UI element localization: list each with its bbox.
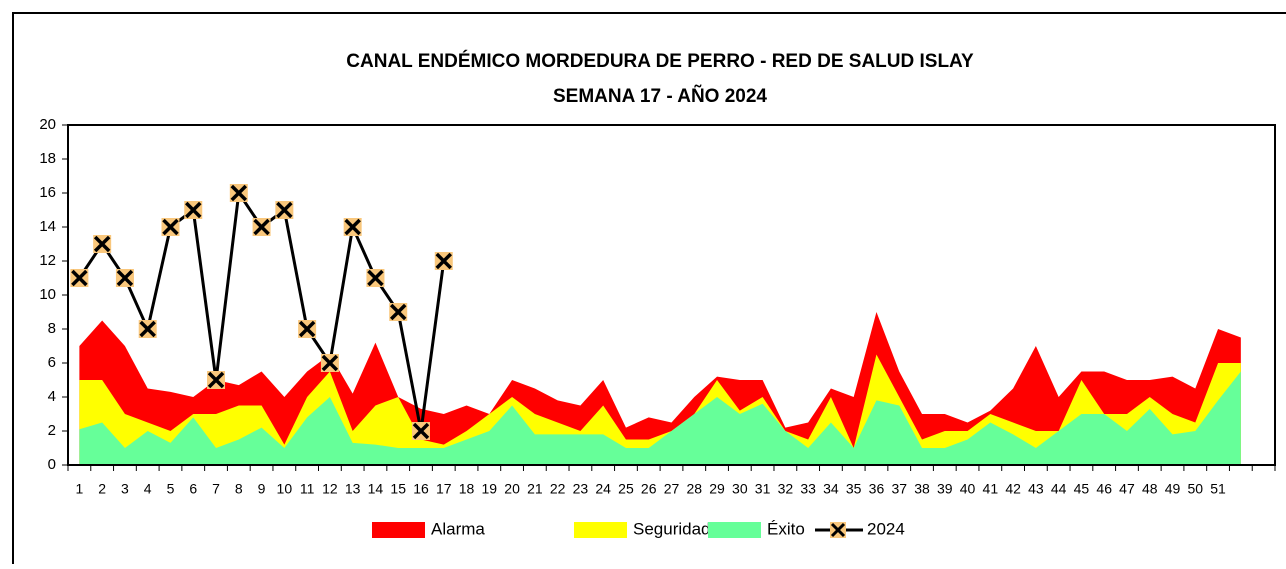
x-tick-label: 46 [1096, 481, 1112, 497]
x-tick-label: 36 [869, 481, 885, 497]
marker-x [230, 184, 248, 202]
y-tick-label: 2 [48, 422, 56, 439]
x-tick-label: 43 [1028, 481, 1044, 497]
x-tick-label: 9 [258, 481, 266, 497]
x-tick-label: 29 [709, 481, 725, 497]
x-tick-label: 34 [823, 481, 839, 497]
x-tick-label: 7 [212, 481, 220, 497]
x-tick-label: 40 [960, 481, 976, 497]
x-tick-label: 21 [527, 481, 543, 497]
x-tick-label: 51 [1210, 481, 1226, 497]
legend-label: Éxito [767, 519, 805, 538]
x-tick-label: 10 [277, 481, 293, 497]
x-tick-label: 15 [390, 481, 406, 497]
marker-x [344, 218, 361, 236]
y-tick-label: 20 [39, 116, 56, 133]
x-tick-label: 20 [504, 481, 520, 497]
x-tick-label: 11 [300, 481, 315, 497]
x-tick-label: 1 [75, 481, 83, 497]
y-tick-label: 10 [39, 286, 56, 303]
marker-x [412, 422, 430, 440]
y-tick-label: 16 [39, 184, 56, 201]
marker-x [93, 235, 111, 253]
chart-subtitle: SEMANA 17 - AÑO 2024 [553, 85, 767, 107]
y-tick-label: 14 [39, 218, 56, 235]
x-tick-label: 37 [891, 481, 907, 497]
x-tick-label: 2 [98, 481, 106, 497]
x-tick-label: 32 [778, 481, 794, 497]
legend-marker-x [830, 522, 846, 538]
x-tick-label: 48 [1142, 481, 1158, 497]
marker-x [276, 201, 293, 219]
legend-swatch [574, 522, 627, 538]
legend-label: Alarma [431, 519, 485, 538]
x-tick-label: 49 [1165, 481, 1181, 497]
x-tick-label: 30 [732, 481, 748, 497]
x-tick-label: 14 [368, 481, 384, 497]
x-tick-label: 31 [755, 481, 771, 497]
legend-label: Seguridad [633, 519, 711, 538]
legend-swatch [372, 522, 425, 538]
x-tick-label: 33 [800, 481, 816, 497]
x-tick-label: 27 [664, 481, 680, 497]
y-tick-label: 0 [48, 456, 56, 473]
x-tick-label: 24 [595, 481, 611, 497]
x-tick-label: 45 [1074, 481, 1090, 497]
marker-x [435, 252, 453, 270]
x-tick-label: 16 [413, 481, 429, 497]
marker-x [207, 371, 225, 389]
y-tick-label: 8 [48, 320, 56, 337]
x-tick-label: 22 [550, 481, 566, 497]
y-tick-label: 4 [48, 388, 56, 405]
marker-x [162, 218, 179, 236]
marker-x [321, 354, 339, 372]
x-tick-label: 18 [459, 481, 475, 497]
chart-title: CANAL ENDÉMICO MORDEDURA DE PERRO - RED … [346, 50, 974, 72]
x-tick-label: 41 [983, 481, 999, 497]
x-tick-label: 19 [482, 481, 498, 497]
y-tick-label: 18 [39, 150, 56, 167]
x-tick-label: 44 [1051, 481, 1067, 497]
x-tick-label: 42 [1005, 481, 1021, 497]
x-tick-label: 26 [641, 481, 657, 497]
x-tick-label: 17 [436, 481, 452, 497]
marker-x [367, 269, 384, 287]
x-tick-label: 23 [573, 481, 589, 497]
x-tick-label: 38 [914, 481, 930, 497]
x-tick-label: 4 [144, 481, 152, 497]
area [79, 354, 1241, 465]
x-tick-label: 8 [235, 481, 243, 497]
area [79, 371, 1241, 465]
x-tick-label: 13 [345, 481, 361, 497]
marker-x [389, 303, 407, 321]
x-tick-label: 47 [1119, 481, 1135, 497]
x-tick-label: 5 [167, 481, 175, 497]
y-tick-label: 6 [48, 354, 56, 371]
x-tick-label: 28 [686, 481, 702, 497]
x-tick-label: 25 [618, 481, 634, 497]
marker-x [139, 320, 156, 338]
x-tick-label: 39 [937, 481, 953, 497]
x-tick-label: 3 [121, 481, 129, 497]
x-tick-label: 6 [189, 481, 197, 497]
x-tick-label: 50 [1188, 481, 1204, 497]
y-tick-label: 12 [39, 252, 56, 269]
marker-x [298, 320, 316, 338]
legend-label: 2024 [867, 519, 905, 538]
marker-x [116, 269, 134, 287]
marker-x [253, 218, 270, 236]
marker-x [185, 201, 202, 219]
x-tick-label: 12 [322, 481, 338, 497]
x-tick-label: 35 [846, 481, 862, 497]
marker-x [71, 269, 88, 287]
legend-swatch [708, 522, 761, 538]
